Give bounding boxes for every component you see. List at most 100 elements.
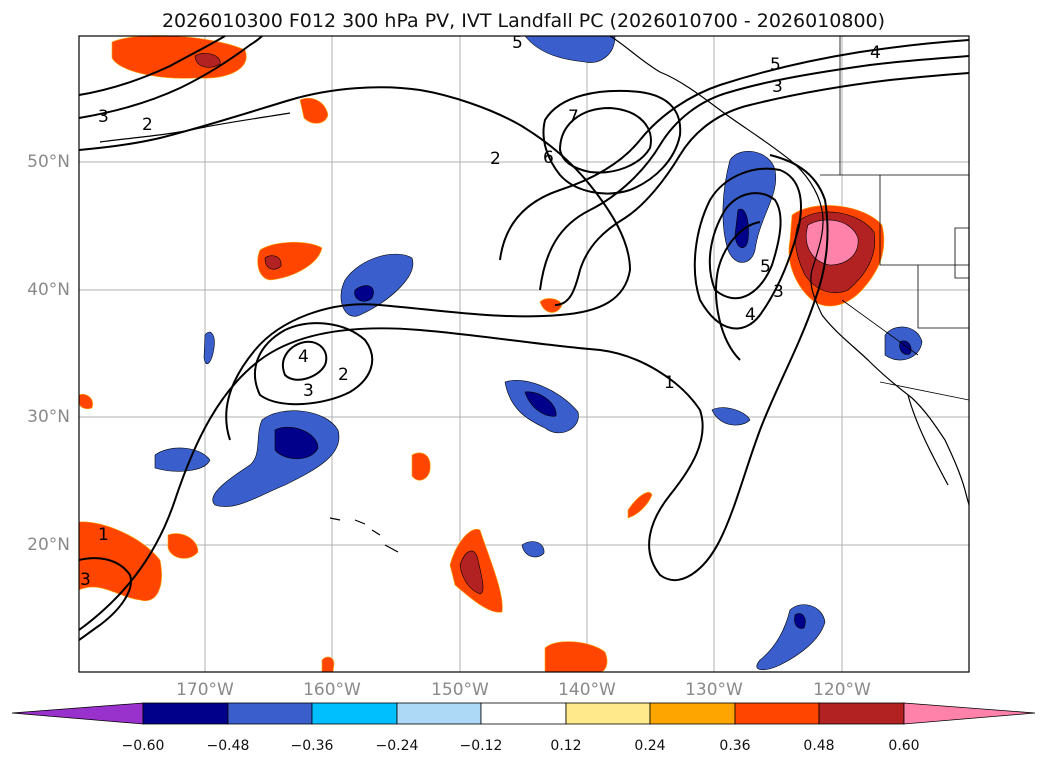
contour-15 [78,557,132,641]
coastline-baja [907,394,949,486]
contour-label: 4 [870,43,881,63]
contour-label: 3 [80,570,91,590]
colorbar-extend-high [903,702,1036,725]
lat-label: 20°N [27,535,70,555]
neg-blob-baja [711,407,751,426]
pos-blob-nw-corner-dark [194,53,221,68]
coastline-alaska [609,35,824,316]
colorbar-tick: 0.60 [888,738,920,754]
neg-blob-central-n [340,253,414,317]
colorbar-tick: 0.36 [719,738,751,754]
map-title: 2026010300 F012 300 hPa PV, IVT Landfall… [161,10,886,32]
contour-label: 2 [338,365,349,385]
contour-label: 4 [298,347,309,367]
lon-label: 160°W [303,680,361,700]
border-mexico [879,381,970,401]
contour-label: 5 [512,33,523,53]
neg-blob-sw-core [274,426,319,460]
lon-label: 120°W [813,680,871,700]
contour-14 [78,35,263,119]
contour-6 [539,55,970,291]
contour-label: 3 [98,107,109,127]
pos-blob-sliver [627,491,653,519]
neg-blob-central-n-core [354,285,374,302]
coastline-california [821,314,970,506]
contour-labels: 7 6 5 5 5 4 4 4 3 3 3 3 2 2 2 1 1 3 [80,33,881,590]
colorbar-tick: −0.48 [206,738,250,754]
neg-blob-alaska [524,35,616,63]
contour-label: 1 [664,373,675,393]
neg-blob-sse [756,604,826,670]
colorbar-tick: −0.24 [375,738,419,754]
lon-label: 140°W [558,680,616,700]
pos-blob-pnw-pink [806,219,859,266]
neg-blob-sw [212,410,340,507]
colorbar-seg [734,702,820,725]
contour-label: 6 [543,148,554,168]
lon-label: 170°W [176,680,234,700]
neg-blob-south-small [521,541,545,558]
contour-8 [558,106,652,174]
lon-label: 130°W [685,680,743,700]
contour-13 [78,35,226,96]
neg-blob-socal-core [899,340,912,355]
pos-blob-sw-corner [78,521,162,602]
pos-blob-mid-w-dark [264,255,282,270]
colorbar-extend-low [11,702,144,725]
pos-blob-bottom [544,641,608,673]
colorbar-tick: 0.24 [634,738,666,754]
neg-blob-west [154,447,211,472]
contour-3 [254,322,374,406]
contour-label: 1 [98,525,109,545]
pos-blob-mid-w [257,241,323,281]
lon-label: 150°W [431,680,489,700]
contour-5 [499,39,970,261]
colorbar-seg [649,702,736,725]
neg-blob-small-1 [203,331,215,365]
border-states-1 [879,175,969,266]
pos-blob-west-edge [78,393,93,410]
contour-9 [542,89,682,195]
colorbar-seg [480,702,567,725]
contour-4 [282,340,328,381]
contour-label: 3 [773,282,784,302]
pos-blob-alaska-gulf [299,97,329,124]
contour-7 [554,72,970,306]
colorbar-seg [396,702,482,725]
lat-label: 40°N [27,280,70,300]
map-frame [78,35,970,673]
colorbar-tick: 0.48 [803,738,835,754]
pos-blob-small-hi [411,452,431,481]
contour-1 [78,154,829,631]
contour-11 [708,192,782,300]
contour-12 [715,221,761,361]
pos-blob-nw-corner [111,35,247,79]
colorbar-tick: −0.12 [459,738,503,754]
colorbar-seg [565,702,651,725]
colorbar-seg [818,702,905,725]
ivt-contours [78,35,970,641]
contour-label: 4 [745,305,756,325]
contour-10 [693,167,802,330]
contour-label: 2 [142,115,153,135]
colorbar-seg [142,702,229,725]
contour-label: 7 [568,107,579,127]
colorbar-tick: 0.12 [550,738,582,754]
pos-blob-hawaii-e-dark [459,550,484,595]
contour-label: 3 [303,381,314,401]
pos-blob-small-2 [539,298,563,313]
contour-label: 2 [490,149,501,169]
border-states-3 [917,265,969,329]
neg-blob-mid-core [524,391,557,417]
contour-label: 5 [760,257,771,277]
colorbar-tick: −0.60 [121,738,165,754]
contour-2 [78,86,632,441]
contour-label: 3 [772,77,783,97]
neg-blob-sse-core [794,613,806,629]
pos-blob-sw-small [167,533,199,559]
border-states-4 [841,299,919,356]
lat-label: 30°N [27,407,70,427]
pos-blob-bottom-small [321,656,335,673]
contour-label: 5 [770,55,781,75]
hawaii-islands [329,517,399,553]
